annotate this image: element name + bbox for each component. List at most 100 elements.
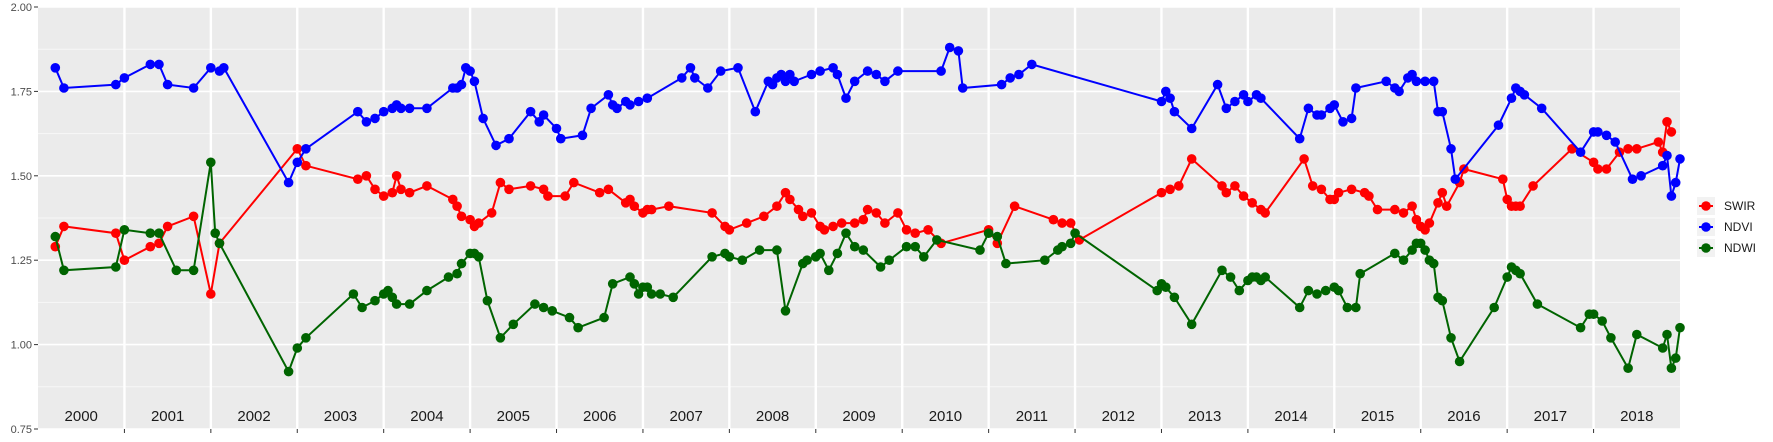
- ndwi-point: [607, 279, 618, 289]
- swir-point: [798, 211, 808, 222]
- ndwi-point: [456, 258, 467, 269]
- swir-point: [594, 187, 605, 198]
- ndwi-point: [884, 255, 894, 265]
- swir-point: [473, 218, 484, 228]
- ndwi-point: [508, 319, 519, 330]
- legend-key-point: [1701, 222, 1711, 232]
- swir-point: [923, 225, 933, 235]
- swir-point: [858, 214, 869, 225]
- ndvi-point: [1230, 96, 1240, 107]
- ndvi-point: [478, 113, 488, 124]
- legend: SWIR NDVI NDWI: [1697, 197, 1756, 257]
- swir-point: [188, 211, 199, 222]
- ndvi-point: [690, 73, 700, 83]
- ndvi-point: [534, 117, 544, 127]
- swir-point: [1174, 181, 1184, 191]
- ndvi-point: [957, 83, 968, 93]
- year-label: 2002: [237, 408, 270, 425]
- ndwi-point: [1351, 302, 1361, 313]
- ndwi-point: [1161, 282, 1171, 293]
- year-label: 2011: [1016, 408, 1048, 425]
- ndvi-point: [370, 113, 380, 124]
- ndvi-point: [504, 133, 514, 144]
- ndvi-point: [188, 83, 199, 93]
- ndwi-point: [1070, 228, 1080, 238]
- ndwi-point: [473, 251, 484, 262]
- swir-point: [664, 201, 674, 211]
- ndwi-point: [849, 241, 860, 252]
- swir-point: [1390, 204, 1400, 215]
- swir-point: [1424, 218, 1435, 228]
- ndvi-point: [806, 69, 817, 80]
- ndwi-point: [983, 228, 994, 238]
- ndvi-point: [1536, 103, 1547, 114]
- swir-point: [119, 255, 130, 265]
- swir-point: [910, 228, 920, 238]
- year-label: 2012: [1102, 408, 1135, 425]
- ndwi-point: [391, 299, 402, 309]
- swir-point: [361, 171, 372, 181]
- ndwi-point: [599, 312, 609, 323]
- year-labels: 2000 2001 2002 2003 2004 2005 2006 2007 2008 2009…: [65, 408, 1654, 425]
- ndvi-point: [1027, 59, 1037, 70]
- swir-point: [1247, 198, 1257, 208]
- ndvi-point: [1593, 127, 1603, 137]
- swir-point: [1372, 204, 1383, 215]
- ndwi-point: [1623, 363, 1633, 374]
- legend-item-ndwi: NDWI: [1697, 239, 1756, 257]
- swir-point: [741, 218, 752, 228]
- ndvi-point: [1437, 106, 1448, 117]
- ndvi-point: [815, 66, 825, 76]
- ndvi-point: [685, 63, 696, 73]
- ndwi-point: [841, 228, 851, 238]
- ndvi-point: [1351, 83, 1361, 93]
- ndwi-point: [1502, 272, 1512, 282]
- ndvi-point: [1627, 174, 1638, 184]
- ndwi-point: [707, 251, 717, 262]
- swir-point: [396, 184, 406, 195]
- ndwi-point: [206, 157, 216, 168]
- ndvi-point: [1446, 144, 1456, 154]
- ndwi-point: [772, 245, 782, 255]
- swir-point: [145, 241, 156, 252]
- swir-point: [1156, 187, 1167, 198]
- ndvi-point: [715, 66, 726, 76]
- swir-point: [422, 181, 432, 191]
- ndwi-point: [754, 245, 765, 255]
- year-label: 2018: [1620, 408, 1653, 425]
- ndvi-point: [1610, 137, 1620, 147]
- swir-point: [646, 204, 657, 215]
- ndvi-point: [145, 59, 156, 70]
- legend-item-ndvi: NDVI: [1697, 218, 1753, 236]
- swir-point: [1221, 187, 1232, 198]
- ndvi-point: [538, 110, 549, 120]
- ndwi-point: [111, 262, 121, 272]
- swir-point: [880, 218, 890, 228]
- swir-point: [353, 174, 363, 184]
- ndwi-point: [1294, 302, 1305, 313]
- ndwi-point: [171, 265, 182, 276]
- ndwi-point: [119, 225, 130, 235]
- ndwi-point: [932, 235, 942, 245]
- ndwi-point: [154, 228, 164, 238]
- ndvi-point: [1662, 150, 1672, 161]
- ndwi-point: [1217, 265, 1227, 276]
- ndwi-point: [1662, 329, 1672, 340]
- ndwi-point: [1675, 322, 1685, 333]
- year-label: 2004: [410, 408, 443, 425]
- gridlines: [38, 6, 1680, 433]
- ndvi-point: [612, 103, 622, 114]
- swir-point: [862, 204, 873, 215]
- ndvi-point: [353, 106, 363, 117]
- ndvi-point: [871, 69, 882, 80]
- ndwi-point: [1342, 302, 1353, 313]
- ndvi-point: [625, 100, 635, 110]
- ndvi-point: [750, 106, 761, 117]
- swir-point: [370, 184, 380, 195]
- ndvi-point: [953, 46, 964, 56]
- swir-point: [1601, 164, 1612, 174]
- swir-point: [391, 171, 402, 181]
- ndwi-point: [1515, 268, 1525, 279]
- swir-point: [404, 187, 415, 198]
- ndvi-point: [677, 73, 687, 83]
